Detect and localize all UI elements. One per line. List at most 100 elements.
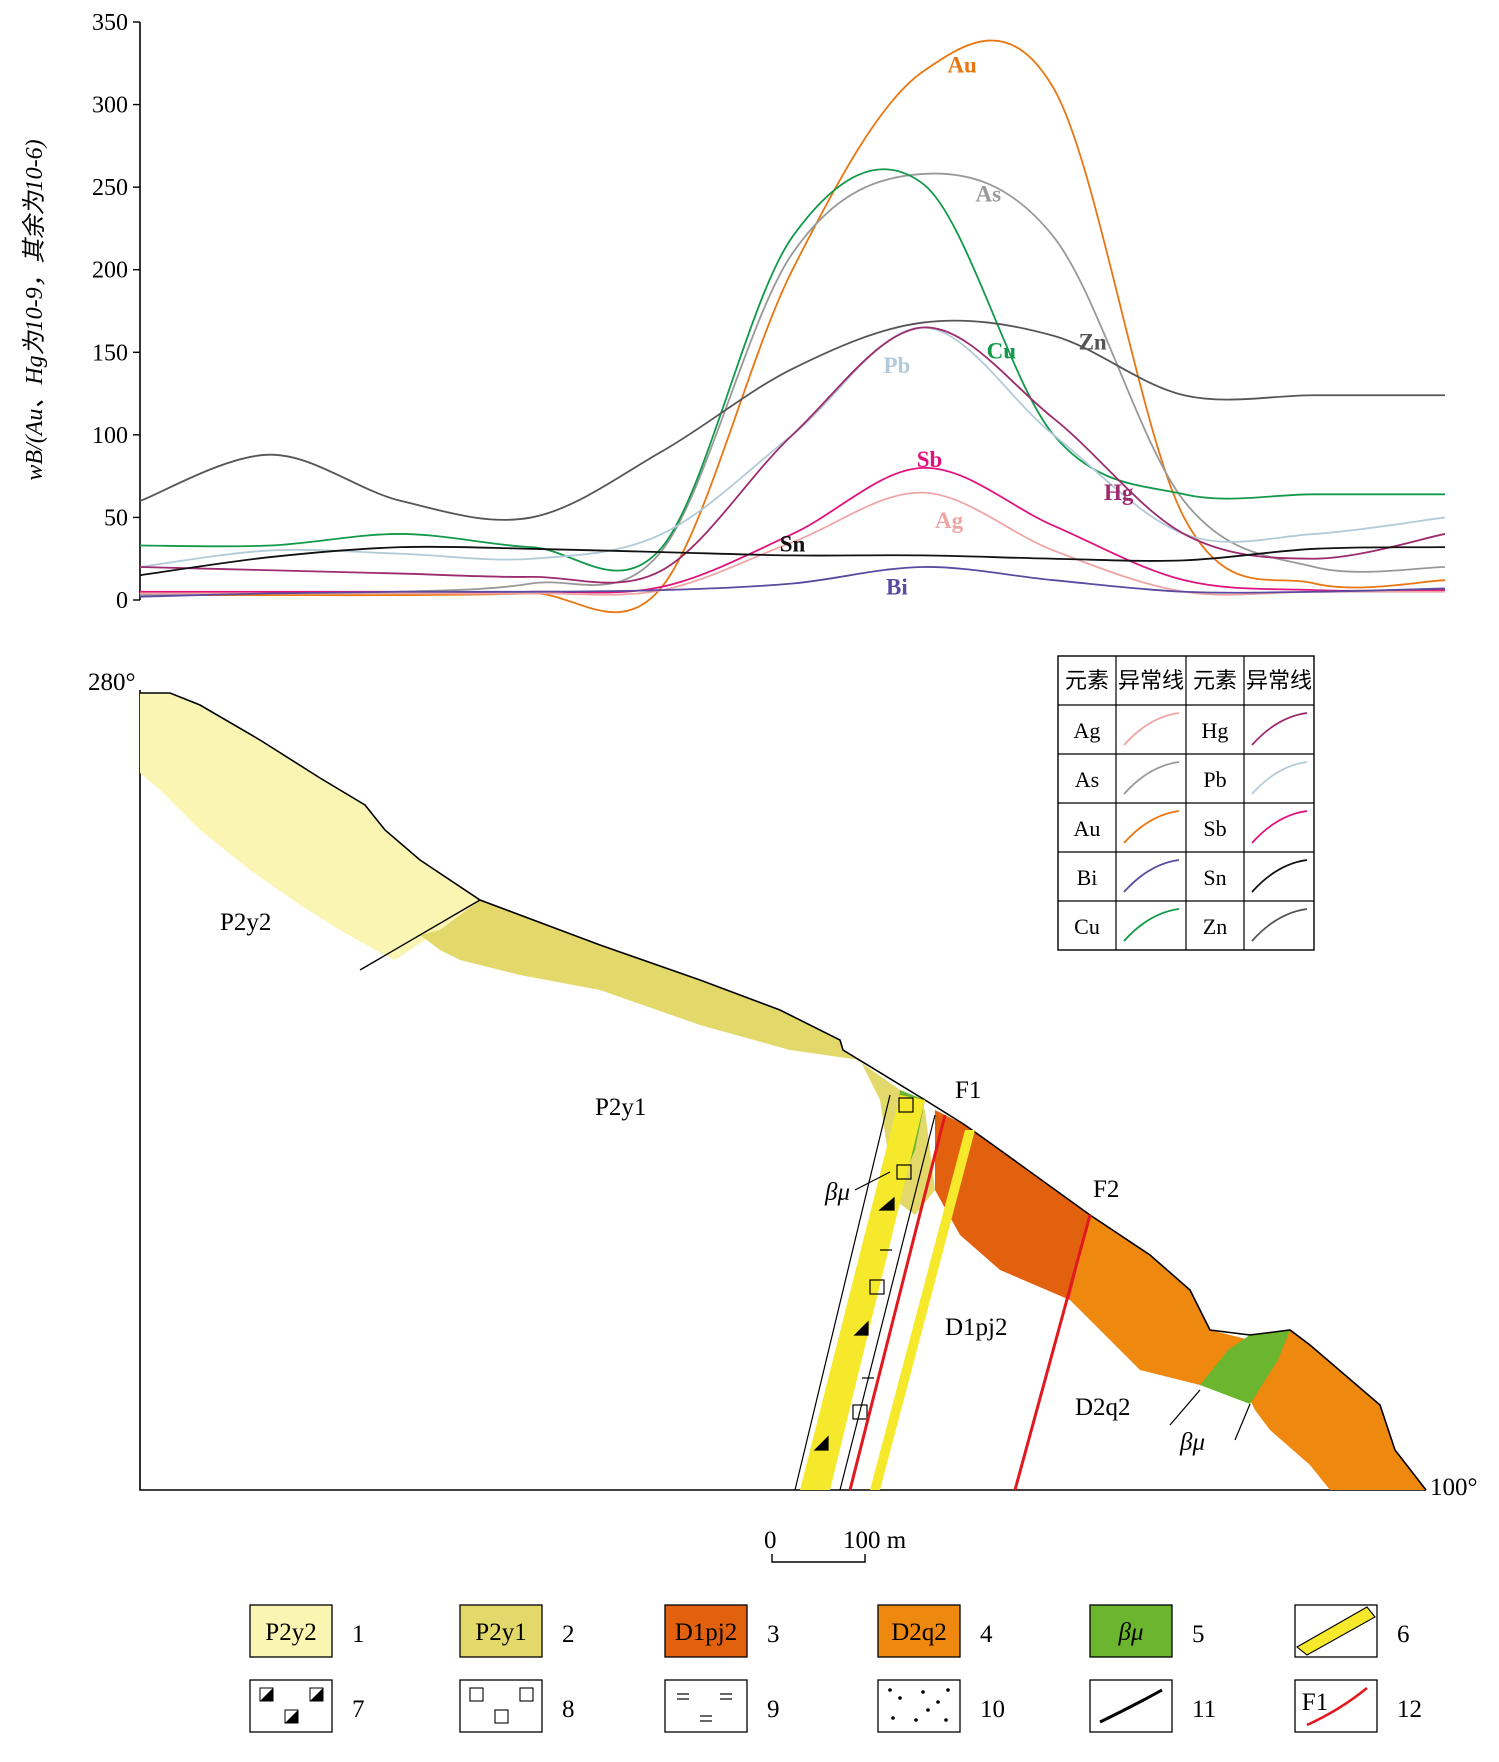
legend-item-number: 7 [352,1696,365,1723]
label-p2y2: P2y2 [220,909,271,936]
geological-section: 280° 100° P2y2 P2y1 D1pj2 D2q2 βμ βμ F1 … [88,669,1478,1501]
series-label-sn: Sn [780,531,806,556]
legend-item-7: 7 [249,1679,365,1733]
elevation-right: 100° [1430,1474,1478,1501]
series-line-sb [139,466,1446,594]
series-label-sb: Sb [917,447,943,472]
legend-item-number: 4 [980,1621,993,1648]
y-tick-label: 50 [104,505,128,531]
table-element-ag: Ag [1074,718,1101,743]
legend-item-number: 5 [1192,1621,1205,1648]
label-d2q2: D2q2 [1075,1394,1131,1421]
legend-item-label: βμ [1118,1619,1144,1646]
legend-item-number: 3 [767,1621,780,1648]
ground-surface [140,692,1427,1491]
table-header-cell: 异常线 [1118,668,1184,693]
legend-item-number: 1 [352,1621,365,1648]
table-swatch-bi [1123,859,1180,893]
series-label-hg: Hg [1104,480,1134,505]
series-line-bi [139,566,1446,598]
table-swatch-ag [1123,712,1180,746]
unit-p2y2-area [140,693,480,960]
label-d1pj2: D1pj2 [945,1314,1008,1341]
series-line-zn [139,319,1445,521]
table-swatch-hg [1251,712,1308,746]
label-fault-f1: F1 [955,1077,981,1104]
legend-item-number: 12 [1397,1696,1422,1723]
y-tick-label: 250 [92,175,128,201]
legend-item-5: βμ 5 [1089,1604,1205,1658]
label-dike-right: βμ [1179,1429,1205,1456]
legend-item-number: 2 [562,1621,575,1648]
label-fault-f2: F2 [1093,1176,1119,1203]
legend-item-number: 8 [562,1696,575,1723]
elevation-left: 280° [88,669,136,696]
series-label-cu: Cu [987,338,1017,363]
table-element-bi: Bi [1077,865,1098,890]
legend-item-12: F1 12 [1294,1679,1422,1733]
legend-item-number: 10 [980,1696,1005,1723]
series-lines [139,39,1446,614]
unit-d1pj2-area [935,1110,1090,1300]
y-ticks: 0 50 100 150 200 250 300 350 [92,10,140,614]
series-label-pb: Pb [883,353,910,378]
legend-item-11: 11 [1089,1679,1216,1733]
table-element-as: As [1075,767,1099,792]
table-header-cell: 异常线 [1246,668,1312,693]
table-swatch-cu [1123,908,1180,942]
series-line-hg [139,326,1446,584]
label-dike-left: βμ [824,1179,850,1206]
y-axis-label: wB/(Au、Hg为10-9，其余为10-6) [21,139,48,480]
leader-dike-right [1169,1389,1201,1426]
legend-item-label: D1pj2 [675,1619,738,1646]
fault-f2-line [1013,1214,1092,1491]
legend-item-number: 6 [1397,1621,1410,1648]
series-label-ag: Ag [935,508,964,533]
bottom-legend: P2y2 1 P2y1 2 D1pj2 3 D2q2 4 βμ 5 6 7 8 9 10 11 F1 12 [249,1604,1422,1733]
series-label-au: Au [947,52,977,77]
legend-item-label: P2y2 [265,1619,316,1646]
scale-bar: 0 100 m [764,1527,907,1563]
table-element-sb: Sb [1203,816,1226,841]
table-header-cell: 元素 [1193,668,1237,693]
table-element-zn: Zn [1203,914,1227,939]
section-frame [139,690,1426,1491]
table-swatch-pb [1251,761,1308,795]
legend-item-8: 8 [459,1679,575,1733]
table-element-cu: Cu [1074,914,1100,939]
legend-item-1: P2y2 1 [249,1604,365,1658]
table-header-cell: 元素 [1065,668,1109,693]
leader-dike-left [854,1171,891,1191]
y-tick-label: 200 [92,258,128,284]
y-tick-label: 300 [92,93,128,119]
legend-item-3: D1pj2 3 [664,1604,780,1658]
element-chart: 0 50 100 150 200 250 300 350 Au As Cu Zn Pb Hg Sb Ag Sn… [21,10,1446,614]
legend-item-4: D2q2 4 [877,1604,993,1658]
table-swatch-as [1123,761,1180,795]
table-element-sn: Sn [1203,865,1226,890]
legend-item-label: F1 [1302,1689,1328,1716]
series-labels: Au As Cu Zn Pb Hg Sb Ag Sn Bi [780,52,1134,599]
vein-band [870,1130,975,1490]
vein-boundary [839,1114,936,1491]
vein-band [800,1095,925,1490]
legend-item-9: 9 [664,1679,780,1733]
table-element-au: Au [1074,816,1101,841]
y-tick-label: 350 [92,10,128,36]
series-line-sn [139,545,1446,577]
legend-item-2: P2y1 2 [459,1604,575,1658]
unit-p2y1-area [420,900,935,1215]
series-label-as: As [975,181,1001,206]
series-line-au [140,39,1446,614]
dike-right [1200,1330,1290,1404]
y-tick-label: 0 [116,588,128,614]
table-swatch-sb [1251,810,1308,844]
label-p2y1: P2y1 [595,1094,646,1121]
y-tick-label: 100 [92,423,128,449]
legend-item-6: 6 [1294,1604,1410,1658]
legend-item-label: D2q2 [891,1619,947,1646]
series-line-ag [140,491,1445,596]
table-swatch-zn [1251,908,1308,942]
fault-f1-line [848,1114,947,1491]
